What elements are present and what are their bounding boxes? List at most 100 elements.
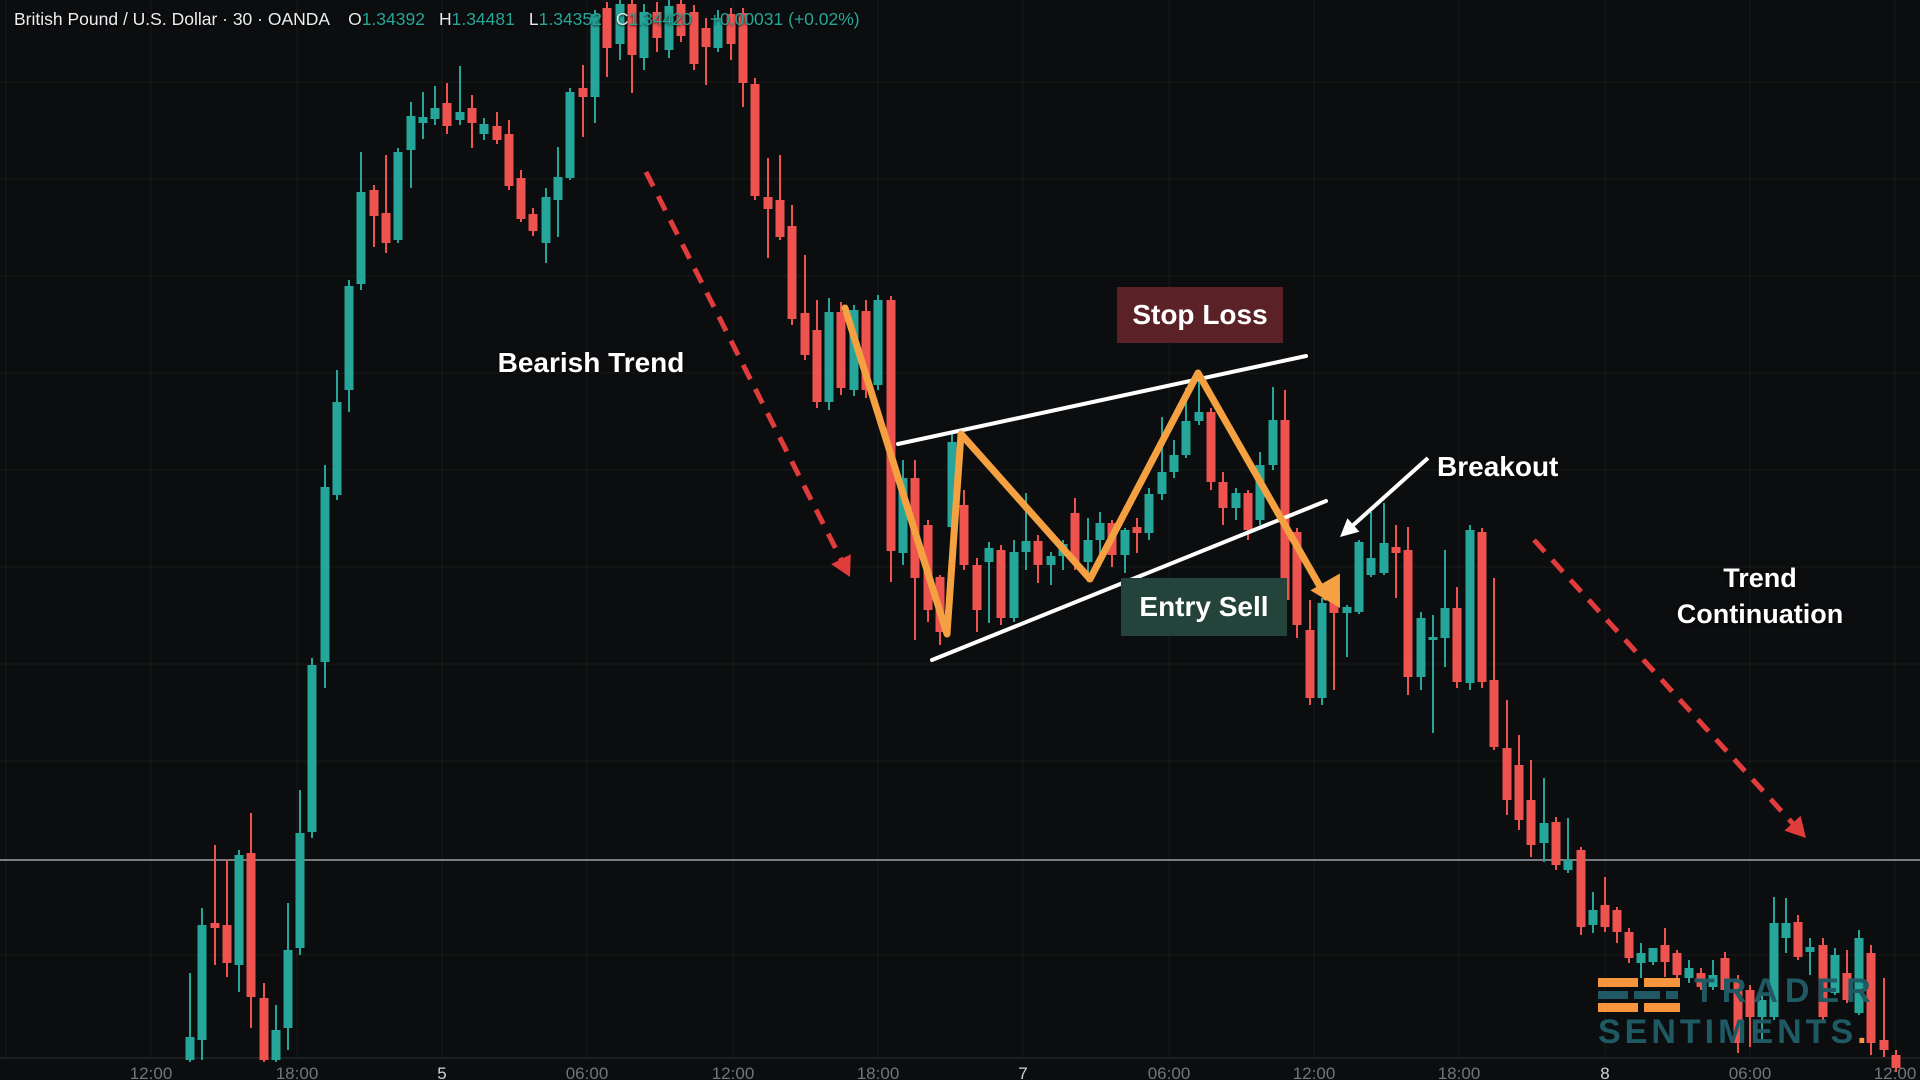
candle-down bbox=[1745, 990, 1755, 1017]
candle-down bbox=[1576, 850, 1586, 927]
logo-word-trader: TRADER bbox=[1694, 972, 1878, 1010]
candle-up bbox=[283, 950, 293, 1028]
candle-up bbox=[1144, 494, 1154, 533]
candle-down bbox=[861, 311, 871, 390]
candle-down bbox=[381, 213, 391, 243]
candle-up bbox=[1194, 412, 1204, 421]
trend-continuation-label[interactable]: Trend Continuation bbox=[1677, 560, 1843, 632]
candle-down bbox=[1403, 550, 1413, 677]
candle-down bbox=[996, 550, 1006, 618]
candle-up bbox=[295, 833, 305, 948]
logo-dot: . bbox=[1857, 1013, 1871, 1051]
candle-down bbox=[1600, 905, 1610, 927]
breakout-label[interactable]: Breakout bbox=[1437, 451, 1559, 482]
candle-up bbox=[320, 487, 330, 662]
candle-up bbox=[1769, 923, 1779, 1017]
candle-up bbox=[553, 177, 563, 200]
bearish-trend-arrow-line bbox=[643, 170, 847, 568]
time-label: 18:00 bbox=[275, 1064, 319, 1080]
candle-up bbox=[1354, 542, 1364, 612]
candle-up bbox=[1428, 637, 1438, 640]
candle-up bbox=[1757, 1000, 1767, 1017]
candle-up bbox=[1539, 823, 1549, 843]
time-label: 06:00 bbox=[1147, 1064, 1191, 1080]
candle-up bbox=[1009, 552, 1019, 618]
stop-loss-label: Stop Loss bbox=[1132, 299, 1268, 330]
candle-down bbox=[812, 330, 822, 402]
time-label: 8 bbox=[1600, 1064, 1610, 1080]
candle-up bbox=[479, 124, 489, 134]
candle-up bbox=[344, 286, 354, 390]
candle-down bbox=[1526, 800, 1536, 845]
candle-up bbox=[615, 4, 625, 44]
candle-down bbox=[1793, 922, 1803, 957]
symbol-title[interactable]: British Pound / U.S. Dollar · 30 · OANDA bbox=[14, 9, 331, 29]
candle-down bbox=[1489, 680, 1499, 747]
candle-up bbox=[1157, 472, 1167, 494]
logo-word-sentiments: SENTIMENTS. bbox=[1598, 1013, 1871, 1051]
candle-down bbox=[763, 197, 773, 209]
time-label: 12:00 bbox=[711, 1064, 755, 1080]
candle-up bbox=[1317, 603, 1327, 698]
candle-down bbox=[1891, 1055, 1901, 1068]
candle-down bbox=[836, 312, 846, 388]
candle-down bbox=[492, 126, 502, 140]
candle-down bbox=[959, 505, 969, 565]
candle-down bbox=[1305, 630, 1315, 698]
candle-down bbox=[222, 925, 232, 963]
candle-down bbox=[516, 178, 526, 219]
candle-up bbox=[541, 197, 551, 243]
candle-up bbox=[898, 478, 908, 553]
candle-up bbox=[1636, 953, 1646, 963]
entry-sell-badge[interactable]: Entry Sell bbox=[1121, 578, 1287, 636]
candle-up bbox=[1416, 618, 1426, 677]
candle-up bbox=[1781, 923, 1791, 938]
candle-up bbox=[418, 117, 428, 123]
price-change: +0.00031 (+0.02%) bbox=[709, 9, 860, 29]
trend-continuation-line2: Continuation bbox=[1676, 599, 1844, 629]
candle-down bbox=[528, 214, 538, 231]
candle-down bbox=[1866, 953, 1876, 1043]
candle-down bbox=[1206, 412, 1216, 482]
candle-up bbox=[590, 14, 600, 97]
candle-up bbox=[1854, 938, 1864, 1013]
candle-down bbox=[1879, 1040, 1889, 1050]
candle-down bbox=[787, 226, 797, 319]
ohlc-c: C1.34420 bbox=[615, 9, 692, 29]
ohlc-h: H1.34481 bbox=[438, 9, 515, 29]
candle-up bbox=[1255, 465, 1265, 520]
candle-down bbox=[1696, 973, 1706, 987]
candle-up bbox=[185, 1037, 195, 1060]
candle-up bbox=[1342, 607, 1352, 613]
candle-down bbox=[1660, 945, 1670, 962]
candle-up bbox=[1120, 530, 1130, 555]
trend-continuation-arrow-line bbox=[1532, 538, 1800, 831]
bearish-trend-label[interactable]: Bearish Trend bbox=[497, 347, 685, 378]
time-label: 18:00 bbox=[1437, 1064, 1481, 1080]
breakout-arrow-head bbox=[1340, 518, 1360, 537]
entry-sell-label: Entry Sell bbox=[1139, 591, 1269, 622]
candle-up bbox=[332, 402, 342, 495]
candle-up bbox=[984, 548, 994, 562]
candle-down bbox=[1733, 980, 1743, 1043]
candle-up bbox=[1588, 910, 1598, 925]
ohlc-o: O1.34392 bbox=[348, 9, 425, 29]
ohlc-values: O1.34392 H1.34481 L1.34352 C1.34420 bbox=[348, 9, 692, 30]
candle-down bbox=[1070, 513, 1080, 562]
candle-up bbox=[664, 6, 674, 50]
candle-down bbox=[1672, 953, 1682, 975]
chart-legend[interactable]: British Pound / U.S. Dollar · 30 · OANDA… bbox=[14, 9, 860, 30]
time-axis[interactable]: 12:00 18:00 5 06:00 12:00 18:00 7 06:00 12:00 18:… bbox=[0, 1058, 1920, 1080]
flag-upper-trendline bbox=[896, 354, 1308, 446]
candle-down bbox=[504, 134, 514, 186]
stop-loss-badge[interactable]: Stop Loss bbox=[1117, 287, 1283, 343]
time-label: 06:00 bbox=[1728, 1064, 1772, 1080]
candle-down bbox=[689, 12, 699, 64]
candle-down bbox=[1502, 748, 1512, 800]
time-label: 12:00 bbox=[1873, 1064, 1917, 1080]
trader-sentiments-watermark: TRADER SENTIMENTS. bbox=[1598, 974, 1878, 1049]
candle-down bbox=[738, 13, 748, 83]
candle-up bbox=[393, 152, 403, 240]
candle-down bbox=[1477, 532, 1487, 682]
